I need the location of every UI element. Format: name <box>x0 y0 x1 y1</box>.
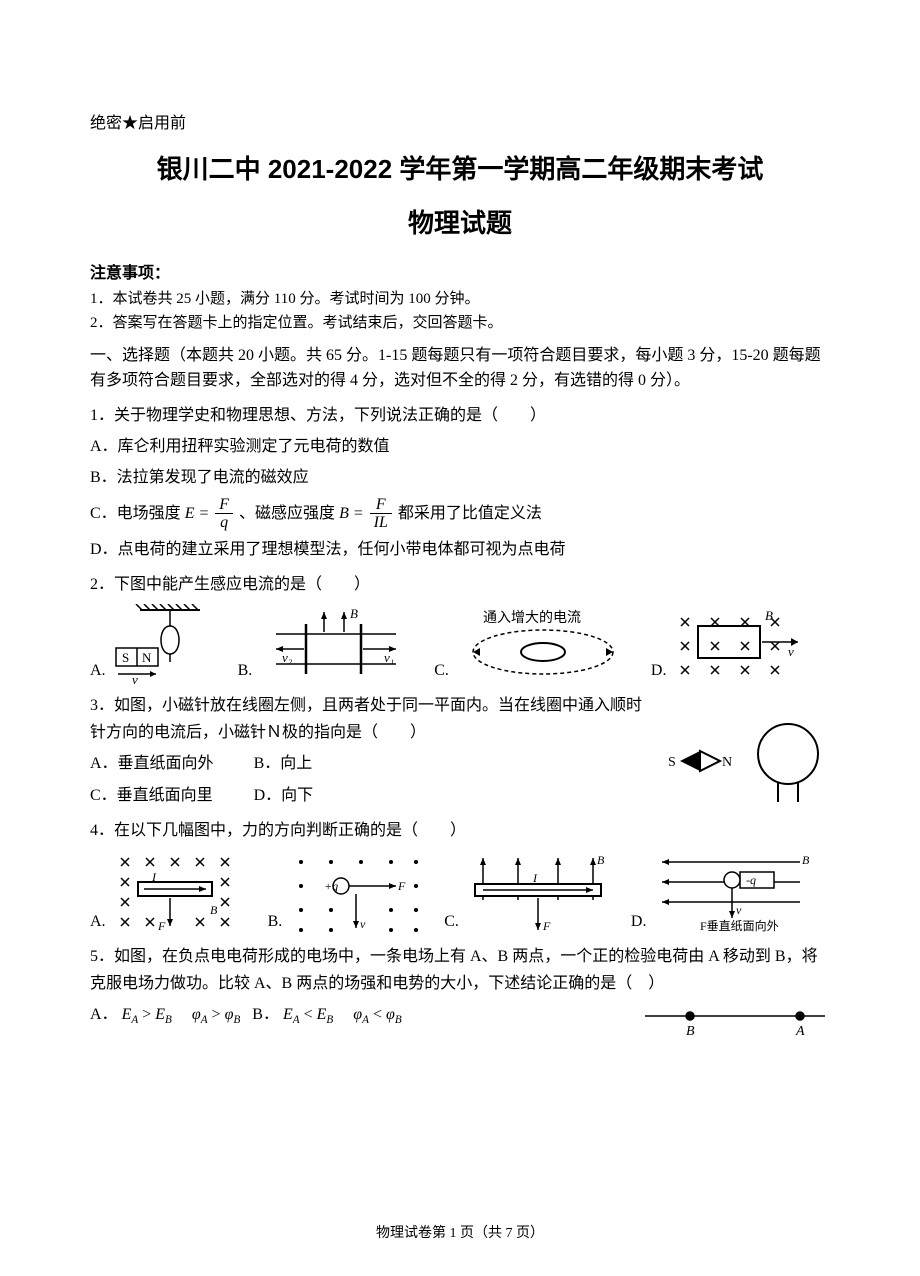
main-title: 银川二中 2021-2022 学年第一学期高二年级期末考试 <box>90 147 830 191</box>
q5-B-phiA: φA <box>353 1006 369 1023</box>
q4-D-label: D. <box>631 908 647 935</box>
svg-text:B: B <box>765 608 773 623</box>
q2-C-label: C. <box>434 657 449 684</box>
svg-text:B: B <box>597 853 605 867</box>
q5-A-phiA: φA <box>192 1006 208 1023</box>
q4-B-label: B. <box>268 908 283 935</box>
q1-option-B: B．法拉第发现了电流的磁效应 <box>90 464 830 491</box>
svg-text:F: F <box>157 919 166 933</box>
q5-A-EB: EB <box>155 1006 172 1023</box>
svg-text:B: B <box>350 606 358 621</box>
svg-text:v₂: v₂ <box>282 650 293 665</box>
q1-C-post: 都采用了比值定义法 <box>398 504 542 521</box>
svg-text:通入增大的电流: 通入增大的电流 <box>483 610 581 626</box>
q1-formula2-frac: F IL <box>370 496 392 532</box>
subject-title: 物理试题 <box>90 201 830 245</box>
svg-text:N: N <box>142 650 152 665</box>
q2-figure-C: 通入增大的电流 <box>453 604 633 684</box>
q5-B-EB: EB <box>317 1006 334 1023</box>
svg-text:v: v <box>788 644 794 659</box>
q5-stem: 5．如图，在负点电电荷形成的电场中，一条电场上有 A、B 两点，一个正的检验电荷… <box>90 943 830 997</box>
q2-figure-A: S N v <box>110 604 220 684</box>
svg-text:v₁: v₁ <box>384 650 394 665</box>
q3-figure: S N <box>660 716 830 806</box>
notice-line-1: 1．本试卷共 25 小题，满分 110 分。考试时间为 100 分钟。 <box>90 287 830 311</box>
q1-C-mid: 、磁感应强度 <box>239 504 335 521</box>
page-footer: 物理试卷第 1 页（共 7 页） <box>0 1222 920 1246</box>
q2-A-label: A. <box>90 657 106 684</box>
svg-text:+q: +q <box>324 879 338 893</box>
q5-B-pre: B． <box>252 1006 279 1023</box>
q5-A-phiB: φB <box>225 1006 241 1023</box>
svg-text:v: v <box>360 917 366 931</box>
q5-A-pre: A． <box>90 1006 118 1023</box>
q1-f1-num: F <box>215 496 233 515</box>
q1-formula1-lhs: E = <box>185 504 210 521</box>
section-1-instructions: 一、选择题（本题共 20 小题。共 65 分。1-15 题每题只有一项符合题目要… <box>90 343 830 394</box>
q1-C-pre: C．电场强度 <box>90 504 181 521</box>
svg-text:F: F <box>542 919 551 933</box>
q1-option-A: A．库仑利用扭秤实验测定了元电荷的数值 <box>90 433 830 460</box>
confidential-label: 绝密★启用前 <box>90 110 830 137</box>
q5-B-phiB: φB <box>386 1006 402 1023</box>
q2-figure-B: v₂ v₁ B <box>256 604 416 684</box>
svg-text:B: B <box>802 853 810 867</box>
q1-f2-num: F <box>370 496 392 515</box>
q1-f2-den: IL <box>370 514 392 532</box>
svg-text:B: B <box>210 903 218 917</box>
svg-text:v: v <box>736 903 742 917</box>
svg-text:A: A <box>795 1024 805 1039</box>
q3-option-A: A．垂直纸面向外 <box>90 750 214 777</box>
q5-A-gt2: > <box>212 1006 225 1023</box>
q5-B-lt: < <box>304 1006 317 1023</box>
notice-line-2: 2．答案写在答题卡上的指定位置。考试结束后，交回答题卡。 <box>90 311 830 335</box>
q3-option-C: C．垂直纸面向里 <box>90 782 214 809</box>
q2-figures-row: A. S N <box>90 604 830 684</box>
q5-A-EA: EA <box>122 1006 139 1023</box>
q1-f1-den: q <box>215 514 233 532</box>
q4-figure-D: B -q v F垂直纸面向外 <box>650 850 820 935</box>
q4-figure-A: I F B <box>110 850 250 935</box>
q2-figure-D: B v <box>670 604 810 684</box>
q2-B-label: B. <box>238 657 253 684</box>
q3-option-D: D．向下 <box>254 782 314 809</box>
q5-figure: B A <box>640 1001 830 1041</box>
q4-C-label: C. <box>444 908 459 935</box>
q1-stem: 1．关于物理学史和物理思想、方法，下列说法正确的是（ ） <box>90 402 830 429</box>
q2-D-label: D. <box>651 657 667 684</box>
q2-stem: 2．下图中能产生感应电流的是（ ） <box>90 571 830 598</box>
svg-text:F垂直纸面向外: F垂直纸面向外 <box>700 918 779 933</box>
svg-text:F: F <box>397 879 406 893</box>
svg-text:-q: -q <box>746 873 756 887</box>
q3-option-B: B．向上 <box>254 750 314 777</box>
q4-stem: 4．在以下几幅图中，力的方向判断正确的是（ ） <box>90 817 830 844</box>
q4-figures-row: A. <box>90 850 830 935</box>
svg-text:v: v <box>132 672 138 684</box>
q4-figure-C: B I F <box>463 850 613 935</box>
q5-B-lt2: < <box>373 1006 386 1023</box>
q4-A-label: A. <box>90 908 106 935</box>
svg-text:I: I <box>532 871 538 885</box>
q1-option-D: D．点电荷的建立采用了理想模型法，任何小带电体都可视为点电荷 <box>90 536 830 563</box>
notice-heading: 注意事项： <box>90 260 830 287</box>
q1-formula2-lhs: B = <box>339 504 364 521</box>
q5-A-gt: > <box>142 1006 155 1023</box>
q1-formula1-frac: F q <box>215 496 233 532</box>
svg-text:B: B <box>686 1024 695 1039</box>
q4-figure-B: +q F v <box>286 850 426 935</box>
q1-option-C: C．电场强度 E = F q 、磁感应强度 B = F IL 都采用了比值定义法 <box>90 496 830 532</box>
svg-text:N: N <box>722 755 732 770</box>
q5-B-EA: EA <box>283 1006 300 1023</box>
svg-text:S: S <box>122 650 129 665</box>
svg-text:S: S <box>668 755 676 770</box>
